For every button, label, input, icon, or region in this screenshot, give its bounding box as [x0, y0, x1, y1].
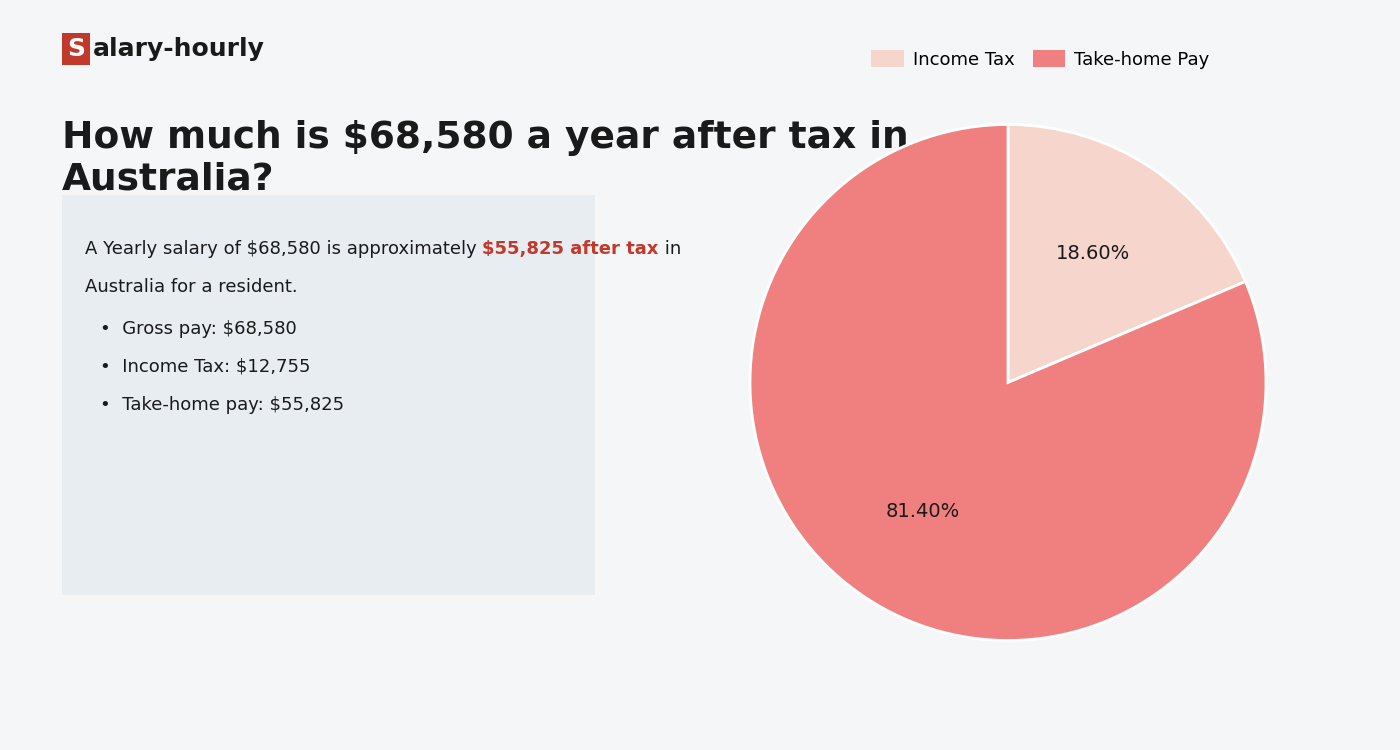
Text: in: in	[659, 240, 682, 258]
Text: A Yearly salary of $68,580 is approximately: A Yearly salary of $68,580 is approximat…	[85, 240, 483, 258]
Text: 81.40%: 81.40%	[885, 502, 960, 521]
Text: •  Gross pay: $68,580: • Gross pay: $68,580	[99, 320, 297, 338]
Wedge shape	[1008, 124, 1246, 382]
Text: How much is $68,580 a year after tax in: How much is $68,580 a year after tax in	[62, 120, 909, 156]
FancyBboxPatch shape	[62, 33, 90, 65]
Text: •  Income Tax: $12,755: • Income Tax: $12,755	[99, 358, 311, 376]
Text: •  Take-home pay: $55,825: • Take-home pay: $55,825	[99, 396, 344, 414]
Legend: Income Tax, Take-home Pay: Income Tax, Take-home Pay	[864, 44, 1217, 76]
FancyBboxPatch shape	[62, 195, 595, 595]
Text: 18.60%: 18.60%	[1056, 244, 1131, 263]
Wedge shape	[750, 124, 1266, 640]
Text: $55,825 after tax: $55,825 after tax	[483, 240, 659, 258]
Text: alary-hourly: alary-hourly	[92, 37, 265, 61]
Text: S: S	[67, 37, 85, 61]
Text: Australia?: Australia?	[62, 162, 274, 198]
Text: Australia for a resident.: Australia for a resident.	[85, 278, 298, 296]
